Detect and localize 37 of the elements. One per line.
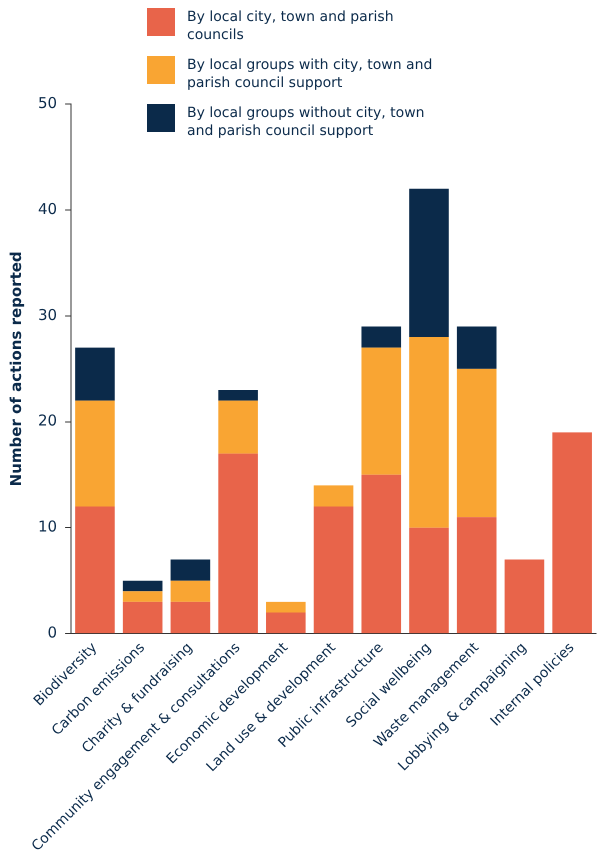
- legend-label: By local groups without city, town and parish council support: [187, 104, 426, 140]
- bar: [170, 580, 210, 602]
- bar: [361, 326, 402, 348]
- y-tick-label: 20: [38, 412, 58, 430]
- bar: [409, 528, 449, 634]
- y-tick-label: 10: [38, 518, 58, 536]
- bar: [456, 326, 497, 369]
- bar: [456, 517, 497, 634]
- bar: [218, 400, 258, 454]
- y-tick-label: 30: [38, 306, 58, 324]
- y-axis-title: Number of actions reported: [6, 251, 25, 486]
- bar: [409, 188, 449, 338]
- bar: [361, 474, 402, 634]
- bar: [218, 454, 258, 634]
- bar: [456, 368, 497, 518]
- bar: [552, 432, 592, 634]
- legend-label: By local groups with city, town and parish council support: [187, 56, 434, 92]
- bar: [122, 602, 162, 634]
- bar: [122, 591, 162, 602]
- bar: [266, 602, 306, 612]
- bar: [122, 580, 162, 592]
- y-tick-label: 40: [38, 200, 58, 218]
- bar: [75, 348, 115, 401]
- bar: [170, 560, 210, 581]
- bar: [218, 390, 258, 401]
- bar: [504, 560, 544, 634]
- bar: [75, 506, 115, 634]
- bar: [361, 348, 402, 475]
- y-tick-label: 0: [48, 624, 58, 642]
- bar: [409, 337, 449, 528]
- bar: [314, 485, 354, 507]
- bar: [170, 602, 210, 634]
- bar: [266, 612, 306, 634]
- y-tick-label: 50: [38, 94, 58, 112]
- legend-label: By local city, town and parish councils: [187, 8, 395, 44]
- bar: [314, 506, 354, 634]
- bar: [75, 400, 115, 507]
